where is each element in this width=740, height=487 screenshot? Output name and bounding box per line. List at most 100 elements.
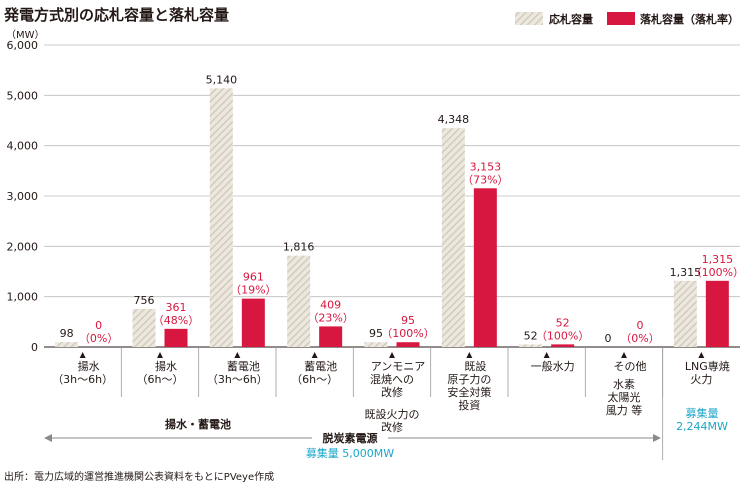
source-note: 出所：電力広域的運営推進機関公表資料をもとにPVeye作成 [4, 470, 274, 483]
arrow-left-icon [44, 434, 52, 442]
bar-bid [519, 344, 543, 347]
category-label: LNG専焼 [685, 360, 730, 373]
bar-bid [364, 342, 388, 347]
legend-label-award: 落札容量（落札率） [640, 12, 739, 26]
category-note-other: 太陽光 [608, 390, 641, 404]
bar-award [396, 342, 420, 347]
bar-award [164, 328, 188, 347]
y-axis-unit: （MW） [6, 29, 45, 41]
y-tick-label: 3,000 [7, 190, 39, 203]
category-label: （6h〜） [291, 373, 338, 386]
bar-award [473, 188, 497, 347]
category-label: （3h〜6h） [52, 373, 113, 386]
y-tick-label: 0 [31, 341, 38, 354]
bar-award [319, 326, 343, 347]
data-label-bid: 756 [134, 294, 155, 307]
category-label: 改修 [381, 385, 403, 399]
category-marker-icon [698, 352, 705, 358]
y-tick-label: 5,000 [7, 89, 39, 102]
value-labels: 980（0%）756361（48%）5,140961（19%）1,816409（… [60, 73, 740, 345]
group-annotations: 揚水・蓄電池 脱炭素電源 募集量 5,000MW 募集量 2,244MW [44, 406, 728, 460]
bar-award [241, 298, 265, 347]
data-label-bid: 1,315 [670, 266, 702, 279]
group-label-pumped-battery: 揚水・蓄電池 [165, 417, 231, 431]
data-label-bid: 5,140 [206, 73, 238, 86]
y-tick-label: 2,000 [7, 240, 39, 253]
data-label-award: 0 [95, 319, 102, 332]
category-marker-icon [621, 352, 627, 358]
data-label-award: 95 [401, 314, 415, 327]
data-label-rate: （23%） [307, 311, 353, 324]
group-label-decarbonized: 脱炭素電源 [323, 431, 378, 445]
category-labels: 揚水（3h〜6h）揚水（6h〜）蓄電池（3h〜6h）蓄電池（6h〜）アンモニア混… [52, 347, 730, 460]
category-label: アンモニア [371, 360, 426, 373]
data-label-bid: 52 [524, 329, 538, 342]
category-label: その他 [614, 360, 647, 373]
y-tick-label: 1,000 [7, 291, 39, 304]
category-note-ammonia: 改修 [381, 420, 403, 434]
legend: 応札容量 落札容量（落札率） [515, 12, 739, 26]
y-tick-label: 6,000 [7, 39, 39, 52]
data-label-rate: （100%） [536, 329, 589, 342]
category-marker-icon [543, 352, 550, 358]
category-label: 既設 [464, 359, 486, 373]
data-label-award: 961 [243, 271, 264, 284]
category-label: 安全対策 [447, 385, 491, 399]
category-note-ammonia: 既設火力の [365, 407, 420, 421]
data-label-award: 3,153 [470, 160, 502, 173]
lng-quota-label: 募集量 [686, 406, 719, 420]
data-label-rate: （100%） [381, 327, 434, 340]
data-label-award: 1,315 [702, 253, 734, 266]
bar-bid [287, 255, 311, 347]
category-label: 投資 [458, 398, 480, 412]
data-label-rate: （48%） [153, 314, 199, 327]
arrow-label-bg [312, 431, 388, 445]
bar-bid [441, 128, 465, 347]
category-label: 原子力の [447, 373, 491, 386]
decarbonized-quota: 募集量 5,000MW [306, 446, 394, 460]
data-label-rate: （0%） [620, 332, 659, 345]
legend-swatch-bid [515, 12, 543, 25]
data-label-award: 52 [556, 316, 570, 329]
y-tick-label: 4,000 [7, 140, 39, 153]
category-label: 火力 [690, 373, 712, 386]
category-marker-icon [466, 352, 473, 358]
data-label-rate: （0%） [79, 332, 118, 345]
category-label: 混焼への [370, 373, 414, 386]
data-label-award: 409 [320, 298, 341, 311]
category-label: 揚水 [155, 360, 177, 373]
category-marker-icon [79, 352, 86, 358]
data-label-bid: 95 [369, 327, 383, 340]
category-marker-icon [157, 352, 163, 358]
data-label-bid: 4,348 [438, 113, 470, 126]
data-label-bid: 0 [605, 332, 612, 345]
data-label-rate: （73%） [462, 173, 508, 186]
category-note-other: 風力 等 [606, 403, 643, 417]
bar-bid [132, 308, 156, 347]
data-label-bid: 1,816 [283, 241, 315, 254]
data-label-award: 0 [637, 319, 644, 332]
legend-label-bid: 応札容量 [549, 12, 593, 26]
bar-bid [209, 88, 233, 347]
category-label: 蓄電池 [227, 360, 260, 373]
category-label: 蓄電池 [304, 360, 337, 373]
category-label: 揚水 [78, 360, 100, 373]
category-note-other: 水素 [613, 378, 635, 391]
bar-bid [673, 280, 697, 347]
category-label: （6h〜） [137, 373, 184, 386]
data-label-bid: 98 [60, 327, 74, 340]
arrow-right-icon [653, 434, 661, 442]
y-axis-ticks: 0 1,000 2,000 3,000 4,000 5,000 6,000 [7, 39, 39, 354]
bars [55, 88, 729, 347]
bar-award [551, 344, 575, 347]
bar-bid [55, 342, 79, 347]
chart-title: 発電方式別の応札容量と落札容量 [3, 6, 229, 24]
category-label: （3h〜6h） [207, 373, 268, 386]
lng-quota-value: 2,244MW [676, 420, 728, 433]
category-marker-icon [311, 352, 318, 358]
gridlines [44, 44, 740, 348]
bar-award [705, 280, 729, 347]
category-label: 一般水力 [531, 360, 575, 373]
data-label-rate: （100%） [691, 266, 740, 279]
category-marker-icon [234, 352, 241, 358]
